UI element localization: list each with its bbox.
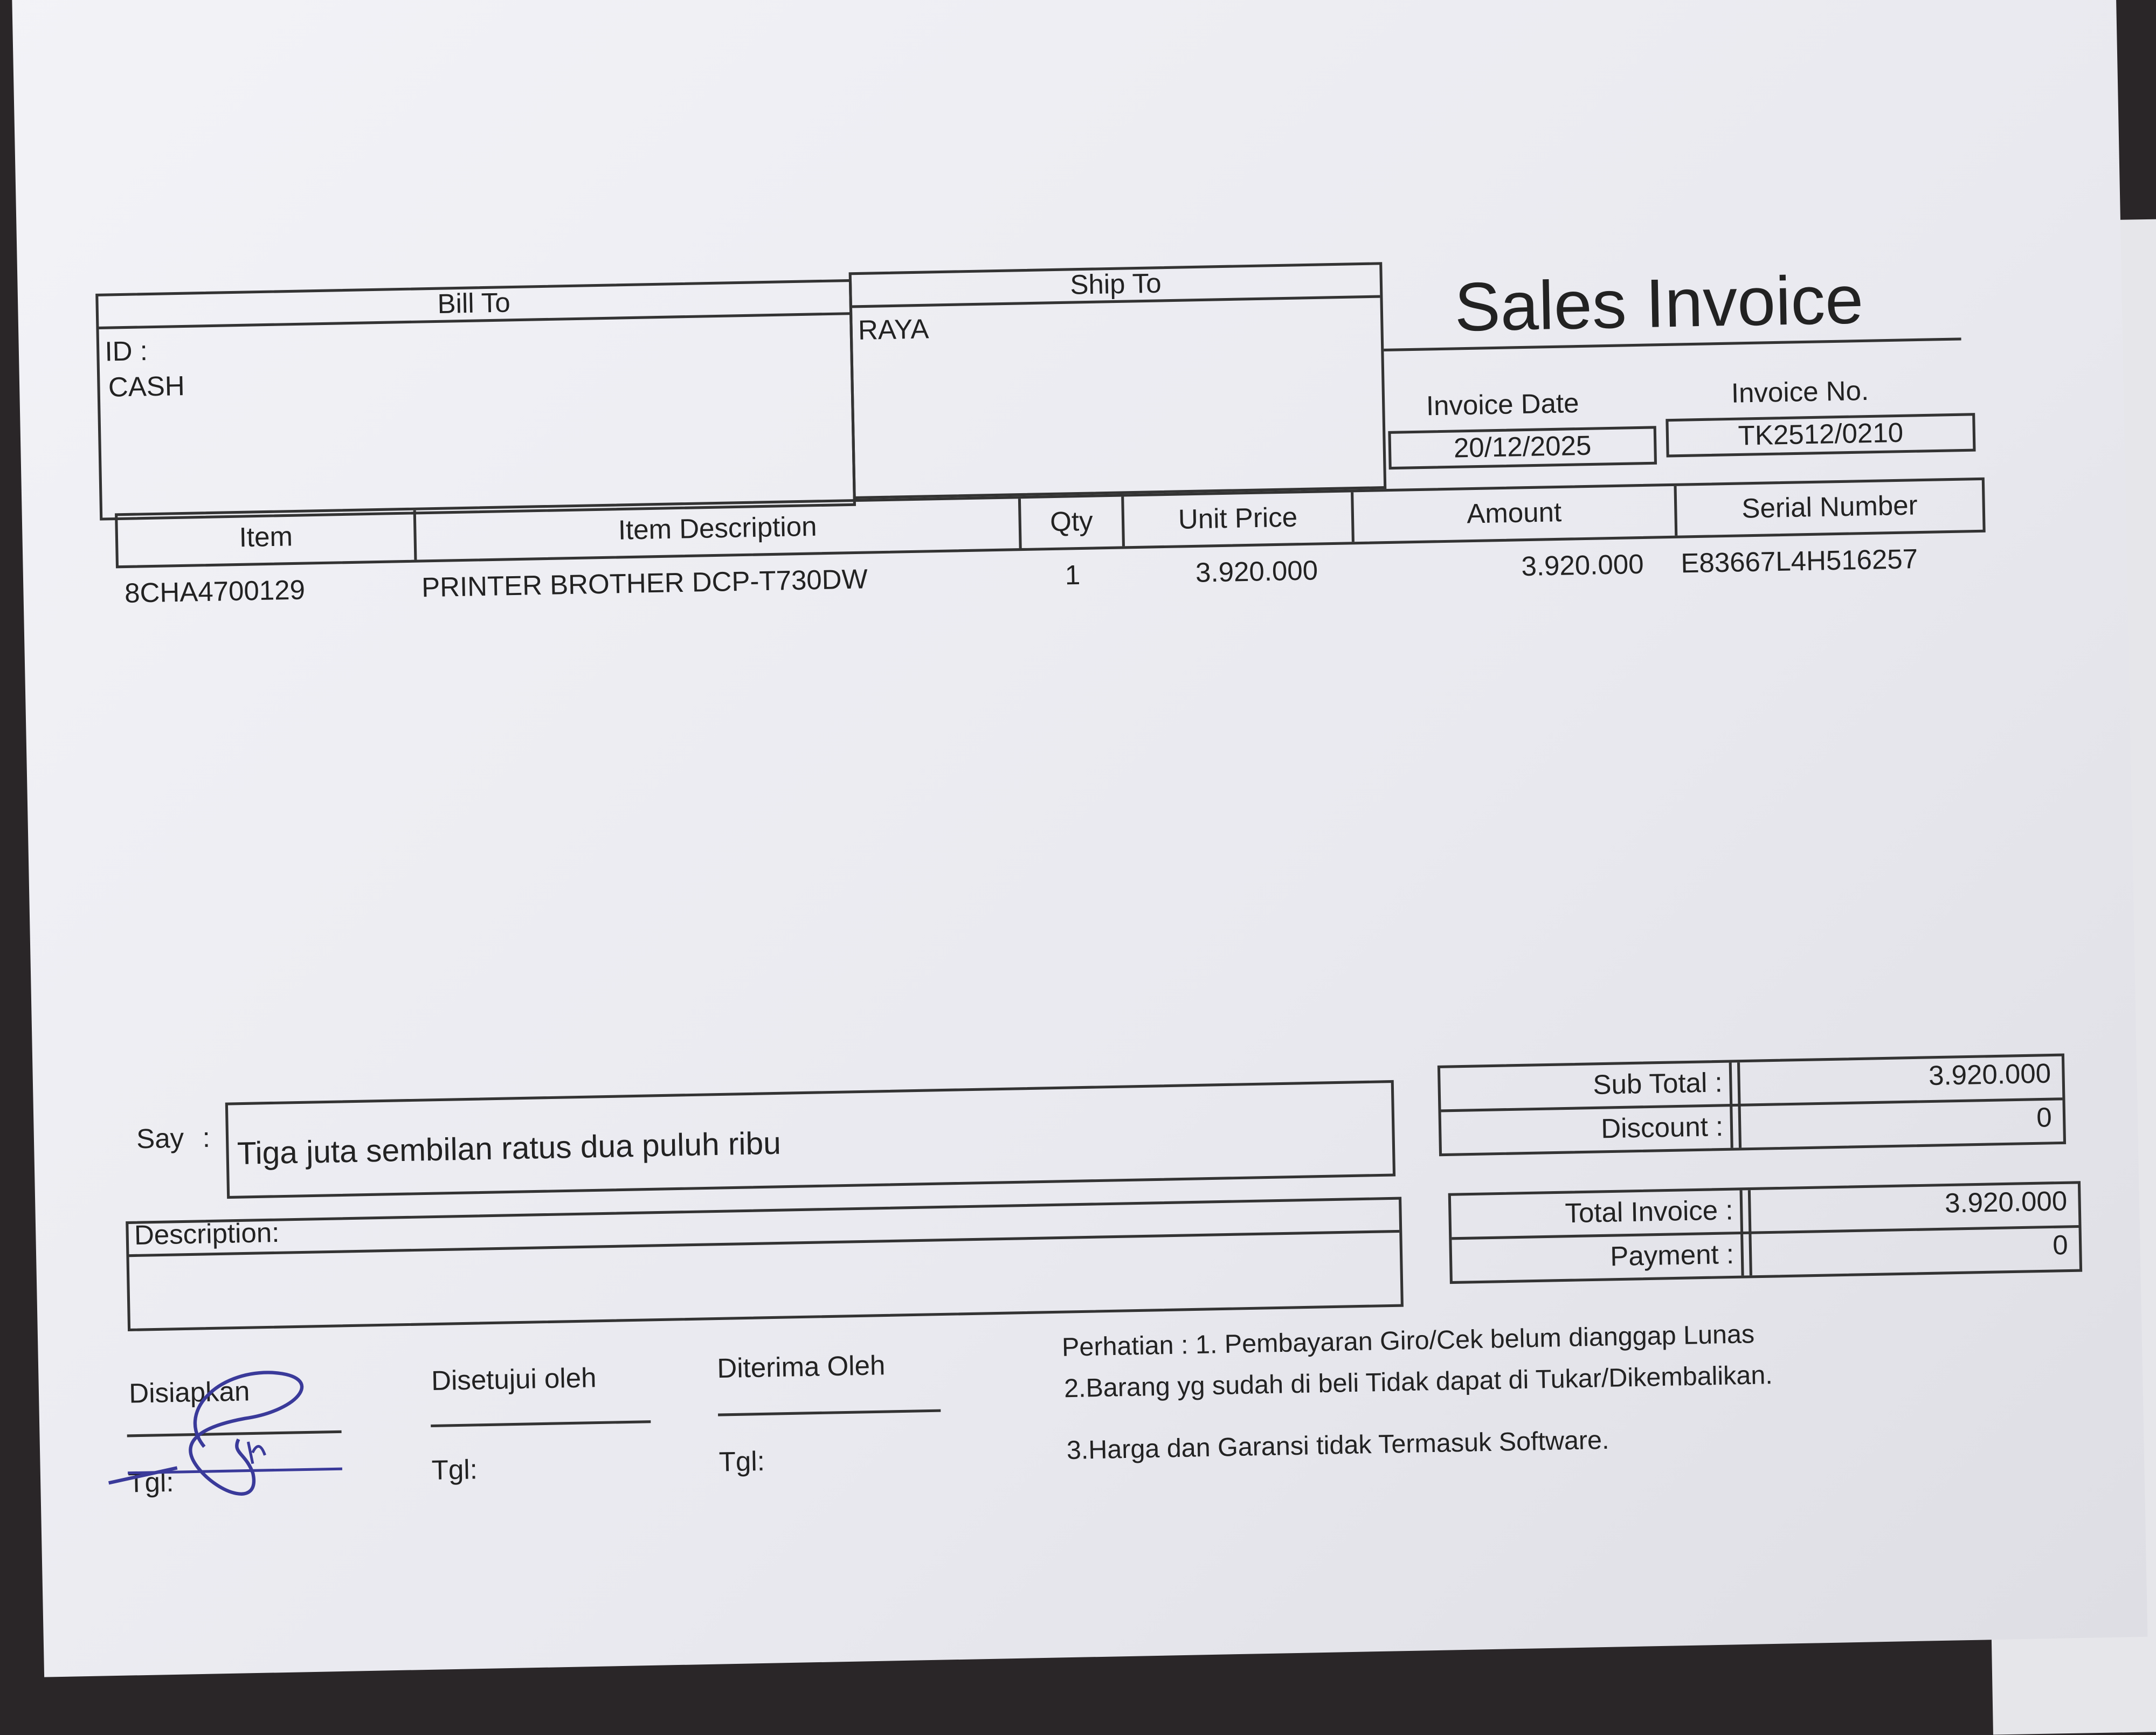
row-amount: 3.920.000 <box>1521 550 1644 583</box>
note-2: 2.Barang yg sudah di beli Tidak dapat di… <box>1063 1361 1773 1405</box>
payment-label: Payment : <box>1609 1240 1735 1273</box>
approved-label: Disetujui oleh <box>431 1363 597 1397</box>
subtotal-box: Sub Total : 3.920.000 Discount : 0 <box>1437 1053 2067 1157</box>
divider <box>1739 1190 1752 1276</box>
col-qty: Qty <box>1018 496 1122 549</box>
description-divider <box>129 1229 1400 1257</box>
payment-value: 0 <box>2052 1231 2069 1262</box>
note-1: Perhatian : 1. Pembayaran Giro/Cek belum… <box>1061 1321 1755 1363</box>
description-label: Description: <box>134 1218 280 1252</box>
invoice-date-label: Invoice Date <box>1426 389 1580 423</box>
bill-to-box: Bill To ID : CASH <box>95 279 856 521</box>
col-description: Item Description <box>413 499 1019 560</box>
note-3: 3.Harga dan Garansi tidak Termasuk Softw… <box>1066 1426 1609 1466</box>
bill-to-id-label: ID : <box>105 336 148 368</box>
sub-total-value: 3.920.000 <box>1928 1059 2051 1092</box>
sales-invoice: Bill To ID : CASH Ship To RAYA Sales Inv… <box>95 261 2083 1496</box>
total-invoice-label: Total Invoice : <box>1565 1195 1734 1230</box>
say-value: Tiga juta sembilan ratus dua puluh ribu <box>237 1125 782 1171</box>
total-invoice-value: 3.920.000 <box>1944 1186 2068 1220</box>
invoice-no-value: TK2512/0210 <box>1666 413 1976 458</box>
col-serial: Serial Number <box>1674 480 1983 536</box>
signature-line <box>718 1409 941 1416</box>
received-date-label: Tgl: <box>718 1447 765 1478</box>
received-label: Diterima Oleh <box>716 1351 886 1385</box>
say-box: Tiga juta sembilan ratus dua puluh ribu <box>225 1080 1396 1199</box>
sub-total-label: Sub Total : <box>1592 1068 1723 1101</box>
row-qty: 1 <box>1065 561 1081 592</box>
col-amount: Amount <box>1351 486 1675 542</box>
discount-label: Discount : <box>1600 1112 1724 1145</box>
approved-date-label: Tgl: <box>431 1455 478 1487</box>
page-title: Sales Invoice <box>1454 261 1864 346</box>
col-unit-price: Unit Price <box>1121 492 1352 547</box>
say-label: Say <box>136 1124 184 1156</box>
ship-to-value: RAYA <box>858 315 929 347</box>
say-colon: : <box>202 1123 211 1154</box>
row-item: 8CHA4700129 <box>124 576 306 610</box>
row-description: PRINTER BROTHER DCP-T730DW <box>421 565 868 604</box>
description-box: Description: <box>126 1197 1404 1332</box>
total-box: Total Invoice : 3.920.000 Payment : 0 <box>1448 1181 2083 1284</box>
signature-image <box>108 1371 304 1496</box>
ship-to-label: Ship To <box>851 265 1380 308</box>
invoice-no-label: Invoice No. <box>1731 376 1869 410</box>
signature-line <box>431 1420 651 1428</box>
row-serial: E83667L4H516257 <box>1680 544 1918 580</box>
col-item: Item <box>239 522 293 554</box>
invoice-date-value: 20/12/2025 <box>1388 426 1657 470</box>
ship-to-box: Ship To RAYA <box>848 262 1387 500</box>
bill-to-value: CASH <box>108 371 185 404</box>
divider <box>1729 1062 1742 1148</box>
discount-value: 0 <box>2036 1103 2053 1134</box>
row-unit-price: 3.920.000 <box>1195 556 1318 589</box>
bill-to-label: Bill To <box>98 282 850 330</box>
